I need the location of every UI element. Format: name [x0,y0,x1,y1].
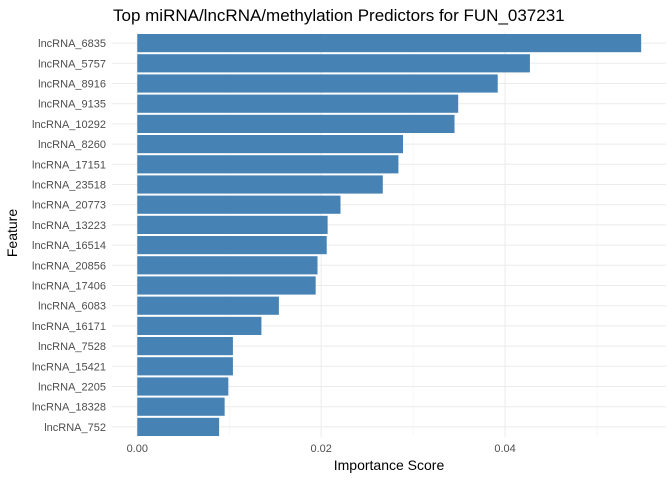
grid [112,33,666,437]
bars [137,34,642,436]
bar [137,256,318,275]
bar [137,135,404,154]
x-tick-label: 0.02 [310,443,331,455]
y-tick-label: lncRNA_2205 [38,382,106,394]
bar [137,417,220,436]
y-tick-label: lncRNA_8260 [38,139,106,151]
bar [137,34,642,53]
y-tick-label: lncRNA_20856 [32,260,106,272]
bar [137,94,459,113]
bar [137,316,262,335]
y-tick-label: lncRNA_7528 [38,341,106,353]
x-tick-label: 0.04 [494,443,515,455]
y-tick-label: lncRNA_17151 [32,159,106,171]
y-tick-label: lncRNA_6835 [38,38,106,50]
bar [137,296,279,315]
y-tick-label: lncRNA_752 [44,422,106,434]
x-axis-title: Importance Score [334,457,445,473]
bar [137,337,233,356]
y-tick-label: lncRNA_15421 [32,361,106,373]
bar [137,276,316,295]
y-tick-label: lncRNA_10292 [32,119,106,131]
bar [137,54,530,73]
chart-title: Top miRNA/lncRNA/methylation Predictors … [113,6,565,25]
bar [137,195,341,214]
y-tick-label: lncRNA_8916 [38,79,106,91]
y-tick-label: lncRNA_6083 [38,301,106,313]
y-tick-label: lncRNA_20773 [32,200,106,212]
bar [137,175,383,194]
y-tick-label: lncRNA_5757 [38,58,106,70]
bar [137,155,399,174]
bar [137,74,498,93]
y-tick-label: lncRNA_17406 [32,281,106,293]
bar [137,114,455,133]
bar [137,377,229,396]
y-tick-label: lncRNA_16514 [32,240,106,252]
y-tick-label: lncRNA_9135 [38,99,106,111]
x-tick-label: 0.00 [127,443,148,455]
bar [137,236,327,255]
x-tick-labels: 0.00 0.02 0.04 [127,443,516,455]
bar [137,397,225,416]
y-axis-title: Feature [4,209,20,257]
y-tick-labels: lncRNA_6835 lncRNA_5757 lncRNA_8916 lncRNA_… [32,38,106,434]
y-tick-label: lncRNA_16171 [32,321,106,333]
bar [137,215,328,234]
y-tick-label: lncRNA_23518 [32,180,106,192]
bar [137,357,233,376]
y-tick-label: lncRNA_13223 [32,220,106,232]
y-tick-label: lncRNA_18328 [32,402,106,414]
